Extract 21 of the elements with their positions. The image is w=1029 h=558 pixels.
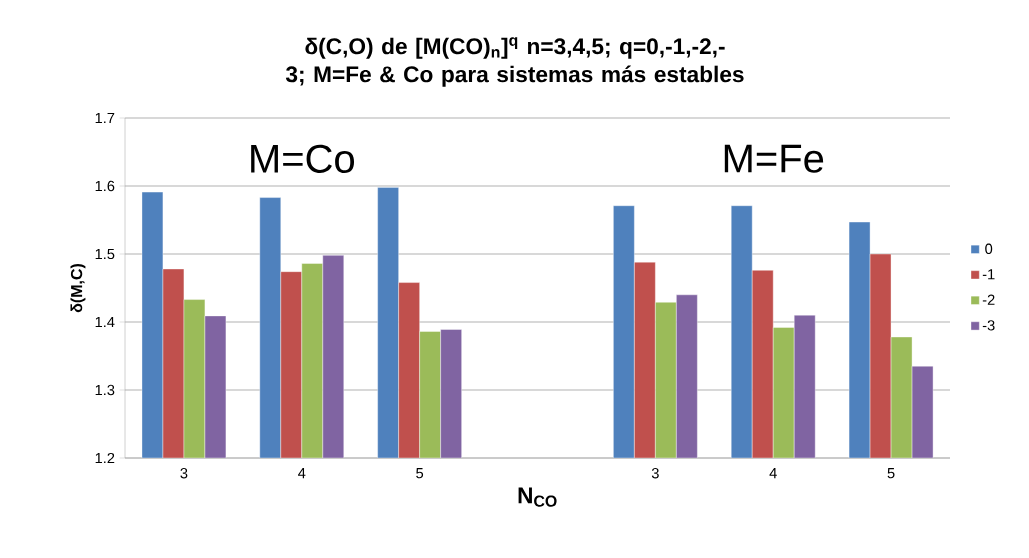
y-tick-label: 1.7 <box>95 112 115 124</box>
legend-label: -3 <box>982 320 995 331</box>
legend-label: -1 <box>982 269 995 280</box>
x-tick-label: 5 <box>887 468 895 479</box>
legend-label: -2 <box>982 294 995 305</box>
chart-title: δ(C,O) de [M(CO)$_{n}$]$^{q}$ n=3,4,5; q=0,-1,-2,-3; M=Fe & Co para sistemas más estables <box>285 37 744 87</box>
x-tick-label: 3 <box>651 468 659 479</box>
y-tick-label: 1.4 <box>95 316 115 328</box>
x-tick-label: 4 <box>769 468 777 479</box>
y-tick-label: 1.2 <box>95 452 115 464</box>
annotation: M=Co <box>251 144 355 173</box>
x-tick-label: 4 <box>298 468 306 479</box>
y-tick-label: 1.3 <box>95 384 115 396</box>
legend-label: 0 <box>985 243 993 254</box>
y-tick-label: 1.6 <box>95 180 115 192</box>
y-axis-title: δ(M,C) <box>70 263 86 313</box>
annotation: M=Fe <box>724 144 824 173</box>
x-tick-label: 3 <box>180 468 188 479</box>
y-tick-label: 1.5 <box>95 248 115 260</box>
x-tick-label: 5 <box>416 468 424 479</box>
x-axis-title: N$_{CO}$ <box>518 487 557 507</box>
